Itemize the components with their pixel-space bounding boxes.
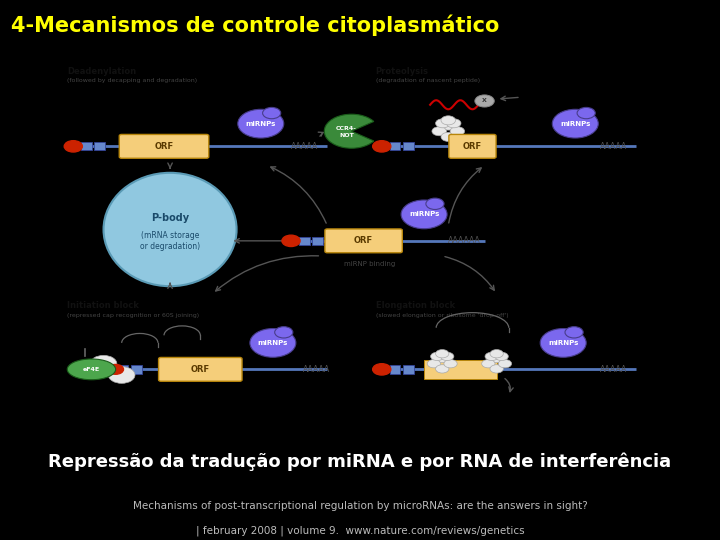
Circle shape xyxy=(64,140,82,152)
Circle shape xyxy=(373,364,391,375)
FancyBboxPatch shape xyxy=(390,142,400,151)
Text: AAAAA: AAAAA xyxy=(291,142,318,151)
Circle shape xyxy=(108,364,124,374)
Circle shape xyxy=(431,352,444,361)
FancyBboxPatch shape xyxy=(325,229,402,253)
FancyBboxPatch shape xyxy=(120,134,209,158)
Text: CCR4-: CCR4- xyxy=(336,126,357,131)
Ellipse shape xyxy=(67,359,116,380)
Circle shape xyxy=(275,327,293,338)
Text: Proteolysis: Proteolysis xyxy=(376,67,428,76)
Text: miRNPs: miRNPs xyxy=(258,340,288,346)
FancyBboxPatch shape xyxy=(403,142,414,151)
Circle shape xyxy=(441,116,456,125)
Text: ORF: ORF xyxy=(155,142,174,151)
Text: miRNPs: miRNPs xyxy=(548,340,578,346)
Circle shape xyxy=(441,132,456,141)
Text: (slowed elongation or ribosome 'drop-off'): (slowed elongation or ribosome 'drop-off… xyxy=(376,313,508,318)
FancyBboxPatch shape xyxy=(81,142,92,151)
Circle shape xyxy=(490,354,503,363)
FancyBboxPatch shape xyxy=(131,365,142,374)
Text: miRNPs: miRNPs xyxy=(246,120,276,127)
Circle shape xyxy=(490,364,503,373)
Text: | february 2008 | volume 9.  www.nature.com/reviews/genetics: | february 2008 | volume 9. www.nature.c… xyxy=(196,525,524,536)
Circle shape xyxy=(436,119,450,128)
Circle shape xyxy=(450,127,464,136)
Circle shape xyxy=(498,360,512,368)
FancyBboxPatch shape xyxy=(424,360,497,379)
Circle shape xyxy=(401,200,447,229)
Circle shape xyxy=(432,127,446,136)
Text: Deadenylation: Deadenylation xyxy=(67,67,136,76)
Circle shape xyxy=(282,235,300,246)
Circle shape xyxy=(436,349,449,358)
FancyBboxPatch shape xyxy=(390,365,400,374)
Text: miRNP binding: miRNP binding xyxy=(344,260,395,267)
Text: Repressão da tradução por miRNA e por RNA de interferência: Repressão da tradução por miRNA e por RN… xyxy=(48,453,672,471)
Wedge shape xyxy=(324,114,374,148)
Circle shape xyxy=(436,354,449,363)
Text: ORF: ORF xyxy=(191,365,210,374)
Circle shape xyxy=(446,119,461,128)
Circle shape xyxy=(441,352,454,361)
Circle shape xyxy=(444,360,457,368)
Circle shape xyxy=(490,349,503,358)
Text: 4-Mecanismos de controle citoplasmático: 4-Mecanismos de controle citoplasmático xyxy=(11,15,499,36)
Text: (repressed cap recognition or 60S joining): (repressed cap recognition or 60S joinin… xyxy=(67,313,199,318)
Text: Elongation block: Elongation block xyxy=(376,301,455,310)
Text: AAAAA: AAAAA xyxy=(303,365,330,374)
Circle shape xyxy=(263,107,281,119)
Circle shape xyxy=(109,367,135,383)
Text: Mechanisms of post-transcriptional regulation by microRNAs: are the answers in s: Mechanisms of post-transcriptional regul… xyxy=(132,501,588,511)
Circle shape xyxy=(373,140,391,152)
Circle shape xyxy=(565,327,583,338)
FancyBboxPatch shape xyxy=(299,237,310,245)
Text: AAAAA: AAAAA xyxy=(600,365,626,374)
Circle shape xyxy=(482,360,495,368)
Text: (degradation of nascent peptide): (degradation of nascent peptide) xyxy=(376,78,480,83)
Text: Initiation block: Initiation block xyxy=(67,301,139,310)
Circle shape xyxy=(90,355,117,372)
Circle shape xyxy=(427,360,441,368)
Circle shape xyxy=(495,352,508,361)
FancyBboxPatch shape xyxy=(158,357,242,381)
FancyBboxPatch shape xyxy=(449,134,496,158)
Circle shape xyxy=(552,109,598,138)
Text: AAAAA: AAAAA xyxy=(600,142,626,151)
Text: eF4E: eF4E xyxy=(83,367,100,372)
Text: AAAAAA: AAAAAA xyxy=(449,237,481,245)
Text: (mRNA storage
or degradation): (mRNA storage or degradation) xyxy=(140,231,200,251)
FancyBboxPatch shape xyxy=(94,142,105,151)
Circle shape xyxy=(475,95,494,107)
Text: ORF: ORF xyxy=(463,142,482,151)
Circle shape xyxy=(540,328,586,357)
Circle shape xyxy=(436,364,449,373)
Circle shape xyxy=(485,352,498,361)
Text: miRNPs: miRNPs xyxy=(560,120,590,127)
Text: P-body: P-body xyxy=(151,213,189,223)
Text: NOT: NOT xyxy=(339,133,354,138)
Circle shape xyxy=(577,107,595,119)
FancyBboxPatch shape xyxy=(312,237,323,245)
Circle shape xyxy=(250,328,296,357)
Text: (followed by decapping and degradation): (followed by decapping and degradation) xyxy=(67,78,197,83)
Text: miRNPs: miRNPs xyxy=(409,211,439,218)
Circle shape xyxy=(441,121,456,130)
Text: ORF: ORF xyxy=(354,237,373,245)
Circle shape xyxy=(238,109,284,138)
FancyBboxPatch shape xyxy=(403,365,414,374)
FancyBboxPatch shape xyxy=(117,365,128,374)
Circle shape xyxy=(426,198,444,210)
Ellipse shape xyxy=(104,173,237,286)
Text: X: X xyxy=(482,98,487,104)
